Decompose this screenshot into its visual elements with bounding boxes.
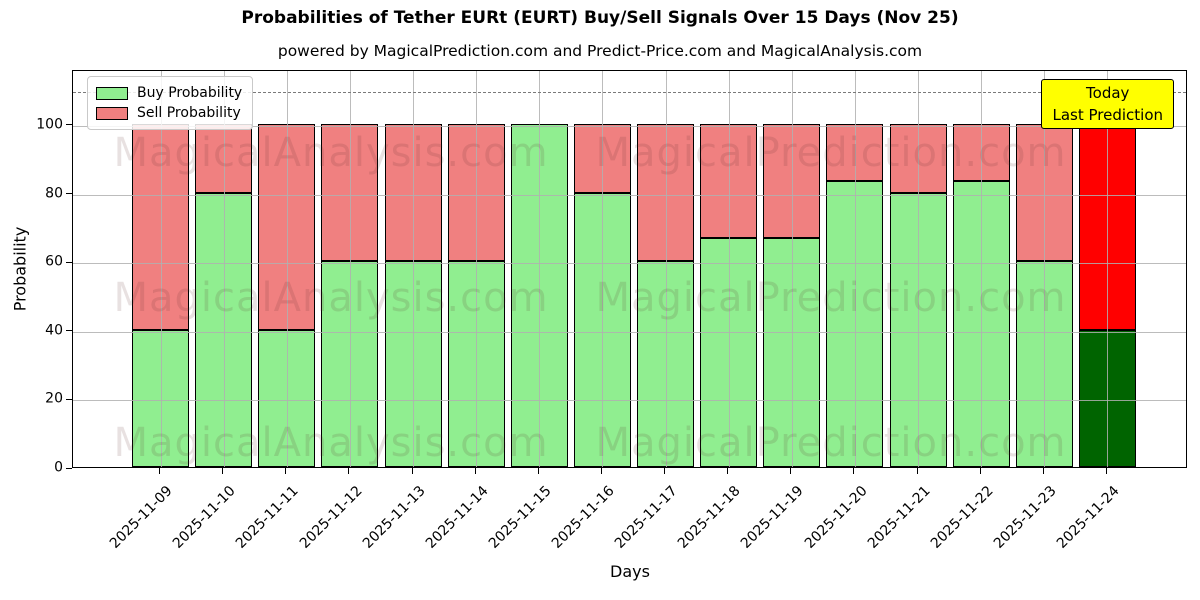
vertical-gridline [286,71,288,467]
today-annotation-line2: Last Prediction [1052,106,1163,124]
vertical-gridline [413,71,415,467]
vertical-gridline [665,71,667,467]
x-tick-mark [537,468,539,474]
vertical-gridline [602,71,604,467]
x-axis-label: Days [610,562,650,581]
vertical-gridline [476,71,478,467]
vertical-gridline [223,71,225,467]
x-tick-mark [348,468,350,474]
vertical-gridline [160,71,162,467]
y-tick-mark [66,398,72,400]
x-tick-mark [664,468,666,474]
x-tick-mark [1105,468,1107,474]
plot-area: MagicalAnalysis.com MagicalPrediction.com… [72,70,1187,468]
vertical-gridline [981,71,983,467]
x-tick-mark [285,468,287,474]
x-tick-mark [727,468,729,474]
chart-title: Probabilities of Tether EURt (EURT) Buy/… [241,8,959,28]
vertical-gridline [728,71,730,467]
legend-item-label: Sell Probability [137,105,241,121]
vertical-gridline [918,71,920,467]
y-tick-mark [66,261,72,263]
x-tick-mark [979,468,981,474]
x-tick-mark [853,468,855,474]
x-tick-mark [474,468,476,474]
vertical-gridline [539,71,541,467]
y-tick-mark [66,193,72,195]
vertical-gridline [854,71,856,467]
legend: Buy Probability Sell Probability [87,76,254,130]
watermark-text: MagicalAnalysis.com [113,130,549,176]
watermark-text: MagicalAnalysis.com [113,420,549,466]
today-annotation-line1: Today [1086,84,1130,102]
watermark-text: MagicalPrediction.com [595,130,1067,176]
y-tick-mark [66,124,72,126]
horizontal-gridline [73,125,1186,127]
x-tick-mark [790,468,792,474]
x-tick-mark [600,468,602,474]
vertical-gridline [791,71,793,467]
vertical-gridline [349,71,351,467]
x-tick-mark [159,468,160,474]
legend-item: Sell Probability [96,103,242,123]
watermark-text: MagicalPrediction.com [595,275,1067,321]
vertical-gridline [1107,71,1109,467]
horizontal-gridline [73,331,1186,333]
legend-item-label: Buy Probability [137,85,243,101]
y-tick-mark [66,330,72,332]
legend-swatch [96,106,128,120]
x-tick-mark [916,468,918,474]
horizontal-gridline [73,263,1186,265]
horizontal-gridline [73,400,1186,402]
y-tick-mark [66,467,72,469]
chart-subtitle: powered by MagicalPrediction.com and Pre… [277,42,923,60]
watermark-text: MagicalAnalysis.com [113,275,549,321]
legend-item: Buy Probability [96,83,242,103]
vertical-gridline [1044,71,1046,467]
watermark-text: MagicalPrediction.com [595,420,1067,466]
x-tick-mark [411,468,413,474]
x-tick-mark [222,468,224,474]
dashed-guide-line [73,91,1186,93]
x-tick-mark [1042,468,1044,474]
horizontal-gridline [73,194,1186,196]
legend-swatch [96,86,128,100]
today-annotation: Today Last Prediction [1041,79,1174,129]
